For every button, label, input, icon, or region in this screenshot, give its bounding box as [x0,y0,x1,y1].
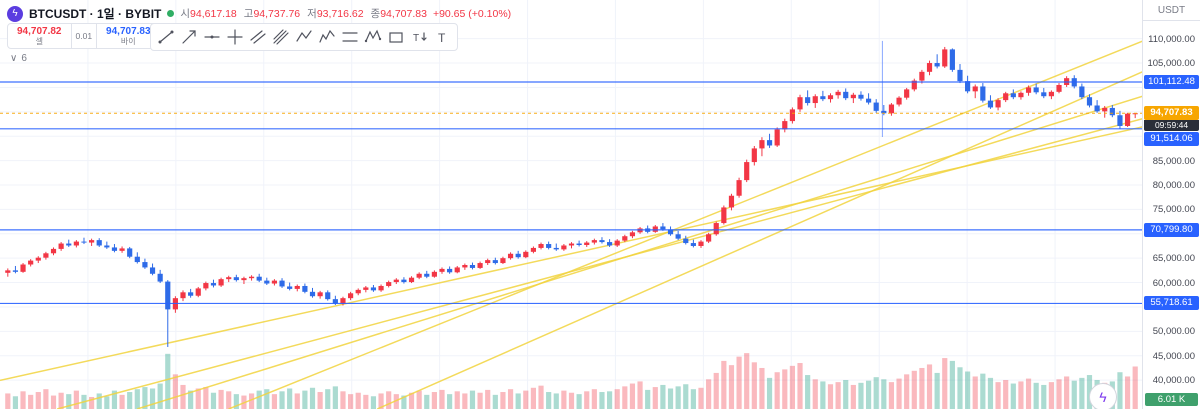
price-axis[interactable]: USDT 110,000.00 105,000.00 85,000.00 80,000… [1142,0,1200,409]
tool-elliott-wave-icon[interactable] [316,26,338,48]
ohlc-pair: 시94,617.18 [180,8,237,20]
ohlc-readout: 시94,617.18 고94,737.76 저93,716.62 종94,707.83 [180,6,427,21]
sell-label: 셀 [35,37,43,46]
axis-tick: 75,000.00 [1152,204,1195,216]
trade-widget: 94,707.82 셀 0.01 94,707.83 바이 [7,23,161,49]
tool-horizontal-line-icon[interactable] [201,26,223,48]
quick-trade-button[interactable]: ϟ [1089,383,1117,409]
market-status-dot [167,10,175,17]
price-change: +90.65 (+0.10%) [432,7,512,20]
tool-flat-channel-icon[interactable] [339,26,361,48]
sell-button[interactable]: 94,707.82 셀 [7,23,72,49]
top-bar: ϟ BTCUSDT · 1일 · BYBIT 시94,617.18 고94,737… [7,5,511,22]
volume-badge: 6.01 K [1145,393,1198,406]
ohlc-pair: 고94,737.76 [243,8,301,20]
axis-currency-label: USDT [1143,0,1200,21]
buy-label: 바이 [120,37,136,46]
svg-text:T: T [413,33,419,44]
sell-price: 94,707.82 [17,26,62,37]
tool-text-icon[interactable]: T [431,26,453,48]
tool-pitchfork-icon[interactable] [270,26,292,48]
level-price-badge: 101,112.48 [1144,75,1199,89]
tool-trend-arrow-icon[interactable] [178,26,200,48]
buy-button[interactable]: 94,707.83 바이 [96,23,161,49]
app-logo-icon[interactable]: ϟ [7,5,23,22]
chart-canvas[interactable] [0,0,1143,409]
tool-parallel-channel-icon[interactable] [247,26,269,48]
candlestick-chart [0,0,1143,409]
current-price-badge: 94,707.83 [1144,106,1199,121]
ohlc-pair: 저93,716.62 [307,8,364,20]
axis-tick: 105,000.00 [1147,58,1195,70]
axis-tick: 80,000.00 [1152,180,1195,191]
axis-tick: 45,000.00 [1152,350,1195,362]
spread-value: 0.01 [71,23,97,49]
tool-rectangle-icon[interactable] [385,26,407,48]
tool-trend-line-icon[interactable] [155,26,177,48]
axis-tick: 110,000.00 [1148,33,1195,45]
level-price-badge: 70,799.80 [1144,222,1199,237]
axis-tick: 40,000.00 [1152,375,1195,387]
objects-count: 6 [21,53,27,64]
tool-xabcd-pattern-icon[interactable] [362,26,384,48]
svg-text:T: T [438,31,446,45]
level-price-badge: 55,718.61 [1144,296,1199,311]
axis-tick: 65,000.00 [1152,253,1195,265]
tool-zigzag-icon[interactable] [293,26,315,48]
tool-anchored-text-icon[interactable]: T [408,26,430,48]
axis-tick: 85,000.00 [1152,155,1195,167]
lightning-icon: ϟ [1099,389,1107,405]
level-price-badge: 91,514.06 [1144,132,1199,147]
axis-tick: 60,000.00 [1152,277,1195,289]
buy-price: 94,707.83 [106,26,151,37]
bar-countdown: 09:59:44 [1144,120,1199,132]
chevron-down-icon: ∨ [10,53,18,64]
objects-collapse-toggle[interactable]: ∨ 6 [10,53,27,64]
axis-tick: 50,000.00 [1152,326,1195,338]
ohlc-pair: 종94,707.83 [370,8,427,20]
symbol-title[interactable]: BTCUSDT · 1일 · BYBIT [29,7,162,21]
tool-cross-line-icon[interactable] [224,26,246,48]
